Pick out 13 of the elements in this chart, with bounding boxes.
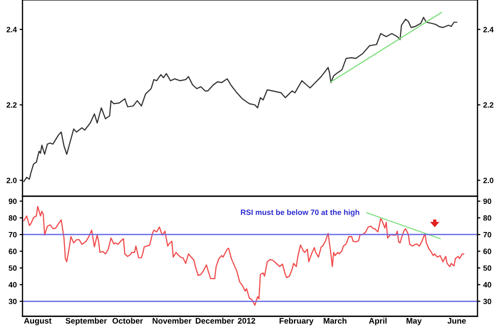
x-tick-label: March: [324, 318, 346, 324]
x-tick-label: June: [447, 318, 466, 324]
x-tick-label: August: [24, 318, 52, 326]
x-tick-label: May: [406, 318, 422, 326]
line-series: [23, 206, 464, 306]
x-tick-label: 2012: [238, 318, 256, 324]
x-tick-label: November: [152, 318, 192, 324]
x-tick-label: February: [280, 318, 314, 326]
line-series: [23, 16, 458, 182]
x-tick-label: September: [66, 318, 107, 326]
x-tick-label: October: [112, 318, 143, 324]
x-tick-label: April: [368, 318, 387, 326]
x-tick-label: December: [196, 318, 234, 324]
